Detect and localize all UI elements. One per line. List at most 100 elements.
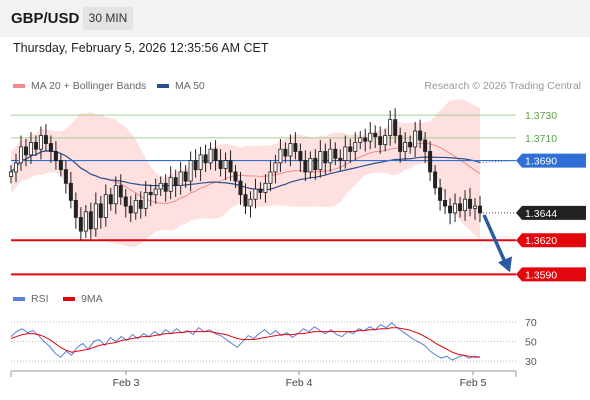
- candle: [148, 184, 153, 207]
- candle: [348, 138, 353, 163]
- level-label-1: 1.3710: [525, 133, 557, 145]
- candle-body: [428, 151, 433, 173]
- candle-body: [258, 188, 263, 193]
- candle: [23, 138, 28, 167]
- candle-body: [323, 151, 328, 164]
- candle-body: [158, 182, 163, 190]
- candle: [203, 144, 208, 172]
- candle: [358, 130, 363, 150]
- candle-body: [98, 203, 103, 218]
- chart-header: GBP/USD 30 MIN: [0, 0, 590, 37]
- candle-body: [273, 162, 278, 173]
- candle: [228, 150, 233, 182]
- candle: [263, 174, 268, 203]
- candle-body: [293, 143, 298, 152]
- candle-body: [378, 136, 383, 146]
- candle: [398, 127, 403, 163]
- level-tag-4: [516, 233, 586, 248]
- x-tick-label: Feb 3: [113, 377, 140, 389]
- candle: [463, 190, 468, 221]
- candle-body: [193, 160, 198, 171]
- candle: [408, 135, 413, 154]
- legend-ma50-label: MA 50: [175, 80, 205, 92]
- candle: [383, 128, 388, 152]
- candle: [363, 128, 368, 152]
- rsi-swatch: [13, 297, 25, 302]
- candle-body: [253, 188, 258, 200]
- rsi-ma9-line: [10, 327, 480, 358]
- candle-body: [68, 182, 73, 201]
- legend-9ma: 9MA: [63, 293, 103, 305]
- candle: [303, 150, 308, 182]
- candle: [283, 142, 288, 163]
- candle: [103, 184, 108, 227]
- candle-body: [223, 160, 228, 169]
- rsi-tick-label: 70: [525, 317, 537, 329]
- candle-body: [473, 205, 478, 209]
- candle-body: [303, 160, 308, 173]
- level-label-2: 1.3690: [525, 156, 557, 168]
- copyright: Research © 2026 Trading Central: [424, 80, 581, 92]
- candle: [128, 195, 133, 223]
- candle-body: [168, 177, 173, 192]
- candle: [423, 132, 428, 163]
- candle-body: [328, 148, 333, 164]
- candle: [368, 121, 373, 150]
- candle: [218, 149, 223, 177]
- candle: [403, 132, 408, 161]
- candle-body: [477, 205, 482, 214]
- candle-body: [13, 162, 18, 173]
- candle-body: [113, 185, 118, 205]
- candle: [253, 178, 258, 209]
- candle-body: [178, 171, 183, 187]
- candle-body: [418, 130, 423, 141]
- candle-body: [53, 151, 58, 161]
- candle-body: [188, 160, 193, 182]
- candle-body: [28, 141, 33, 156]
- candle: [313, 149, 318, 180]
- candle: [393, 108, 398, 144]
- candle: [388, 110, 393, 146]
- candle: [63, 160, 68, 194]
- candle: [73, 192, 78, 229]
- candle: [138, 191, 143, 219]
- candle: [113, 176, 118, 215]
- candle-body: [353, 141, 358, 152]
- candle-body: [388, 119, 393, 136]
- candle: [338, 149, 343, 171]
- candle-body: [393, 119, 398, 136]
- candle: [43, 124, 48, 152]
- level-label-0: 1.3730: [525, 110, 557, 122]
- timeframe-badge[interactable]: 30 MIN: [83, 7, 133, 30]
- candle: [318, 140, 323, 178]
- candle-body: [263, 182, 268, 193]
- candle: [428, 141, 433, 182]
- candle-body: [33, 141, 38, 150]
- candle: [333, 142, 338, 166]
- candle-body: [248, 198, 253, 207]
- candle-body: [233, 171, 238, 182]
- candle-body: [108, 194, 113, 205]
- candle-body: [218, 160, 223, 169]
- candle: [443, 189, 448, 215]
- candle-body: [348, 146, 353, 152]
- candle-body: [198, 154, 203, 171]
- candle-body: [453, 203, 458, 214]
- level-label-5: 1.3590: [525, 269, 557, 281]
- candle: [8, 165, 13, 184]
- legend-ma20: MA 20 + Bollinger Bands: [13, 80, 146, 92]
- candle-body: [8, 171, 13, 177]
- candle: [133, 193, 138, 220]
- candle: [278, 138, 283, 172]
- candle-body: [73, 199, 78, 218]
- candle-body: [338, 157, 343, 161]
- candle: [208, 142, 213, 170]
- candle: [233, 165, 238, 188]
- candle-body: [163, 182, 168, 192]
- candle: [33, 135, 38, 157]
- candle: [13, 153, 18, 183]
- candle-body: [93, 203, 98, 230]
- ma20-swatch: [13, 84, 25, 89]
- candle-body: [23, 146, 28, 156]
- candle: [288, 134, 293, 167]
